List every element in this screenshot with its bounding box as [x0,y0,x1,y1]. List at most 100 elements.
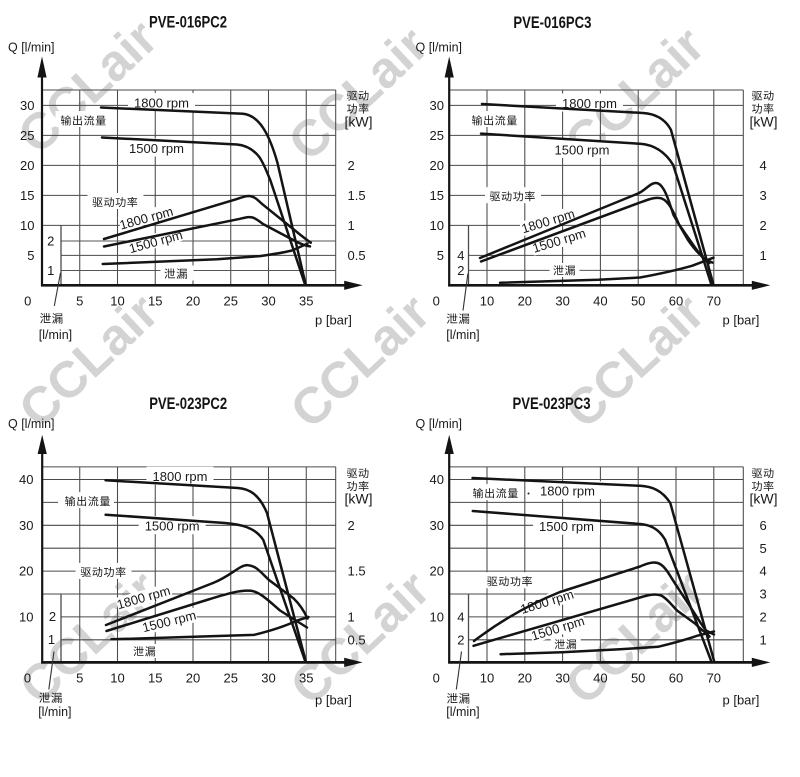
svg-text:40: 40 [593,670,607,685]
svg-text:p [bar]: p [bar] [723,692,760,707]
svg-text:10: 10 [480,293,494,308]
svg-text:20: 20 [186,670,200,685]
svg-text:25: 25 [224,293,238,308]
svg-text:[l/min]: [l/min] [39,328,72,342]
svg-text:70: 70 [707,670,721,685]
svg-text:15: 15 [148,670,162,685]
svg-text:25: 25 [224,670,238,685]
svg-text:5: 5 [760,541,767,556]
svg-text:0: 0 [24,670,31,685]
svg-text:35: 35 [299,293,313,308]
svg-text:50: 50 [631,670,645,685]
svg-text:10: 10 [430,610,444,625]
svg-text:6: 6 [760,518,767,533]
svg-text:p [bar]: p [bar] [315,692,352,707]
svg-text:[l/min]: [l/min] [446,328,479,342]
svg-text:20: 20 [518,670,532,685]
svg-text:1800 rpm: 1800 rpm [540,484,595,499]
svg-text:2: 2 [457,632,464,647]
svg-text:15: 15 [148,293,162,308]
svg-text:1: 1 [760,632,767,647]
svg-text:p [bar]: p [bar] [315,312,352,327]
svg-text:Q [l/min]: Q [l/min] [8,41,55,55]
svg-text:3: 3 [760,188,767,203]
svg-text:p [bar]: p [bar] [723,312,760,327]
svg-text:15: 15 [430,188,444,203]
svg-text:30: 30 [430,518,444,533]
svg-text:10: 10 [110,670,124,685]
svg-text:1: 1 [348,610,355,625]
svg-text:5: 5 [76,670,83,685]
svg-text:70: 70 [707,293,721,308]
svg-text:25: 25 [20,128,34,143]
svg-text:2: 2 [47,234,54,249]
svg-text:2: 2 [348,158,355,173]
svg-text:[kW]: [kW] [345,114,373,130]
svg-text:0: 0 [433,670,440,685]
svg-text:1.5: 1.5 [348,564,366,579]
svg-text:35: 35 [299,670,313,685]
svg-text:10: 10 [110,293,124,308]
svg-text:20: 20 [518,293,532,308]
svg-text:PVE-016PC2: PVE-016PC2 [149,14,227,32]
svg-text:40: 40 [430,472,444,487]
svg-text:3: 3 [760,587,767,602]
svg-text:20: 20 [19,564,33,579]
svg-text:40: 40 [593,293,607,308]
svg-text:4: 4 [457,610,464,625]
svg-text:[l/min]: [l/min] [38,705,71,719]
svg-text:2: 2 [49,609,56,624]
svg-text:0: 0 [433,293,440,308]
svg-text:20: 20 [430,564,444,579]
svg-text:1: 1 [47,263,54,278]
svg-text:PVE-023PC3: PVE-023PC3 [513,395,591,413]
svg-text:20: 20 [430,158,444,173]
svg-text:40: 40 [19,472,33,487]
svg-text:50: 50 [631,293,645,308]
svg-text:4: 4 [760,158,767,173]
svg-text:30: 30 [261,293,275,308]
svg-text:60: 60 [669,293,683,308]
svg-text:10: 10 [430,218,444,233]
svg-text:5: 5 [27,248,34,263]
svg-text:20: 20 [186,293,200,308]
svg-text:PVE-016PC3: PVE-016PC3 [513,14,591,32]
svg-text:PVE-023PC2: PVE-023PC2 [149,395,227,413]
svg-text:1: 1 [48,632,55,647]
svg-text:0: 0 [24,293,31,308]
svg-text:1500 rpm: 1500 rpm [539,519,594,534]
svg-text:5: 5 [76,293,83,308]
svg-text:1800 rpm: 1800 rpm [134,96,189,111]
svg-text:1800 rpm: 1800 rpm [153,469,208,484]
svg-text:Q [l/min]: Q [l/min] [8,417,55,431]
svg-text:1: 1 [348,218,355,233]
svg-text:[l/min]: [l/min] [446,705,479,719]
svg-text:1: 1 [760,248,767,263]
svg-text:[kW]: [kW] [345,491,373,507]
svg-text:10: 10 [480,670,494,685]
svg-text:30: 30 [555,670,569,685]
svg-text:10: 10 [19,610,33,625]
svg-text:2: 2 [457,263,464,278]
svg-text:5: 5 [437,248,444,263]
svg-text:2: 2 [760,218,767,233]
svg-text:1500 rpm: 1500 rpm [145,519,200,534]
svg-text:30: 30 [19,518,33,533]
svg-text:15: 15 [20,188,34,203]
svg-text:10: 10 [20,218,34,233]
svg-text:[kW]: [kW] [750,114,778,130]
svg-text:Q [l/min]: Q [l/min] [416,41,463,55]
svg-text:Q [l/min]: Q [l/min] [416,417,463,431]
svg-text:25: 25 [430,128,444,143]
svg-text:4: 4 [760,564,767,579]
svg-text:[kW]: [kW] [750,491,778,507]
svg-text:30: 30 [20,98,34,113]
svg-text:2: 2 [760,610,767,625]
svg-text:30: 30 [261,670,275,685]
svg-text:1800 rpm: 1800 rpm [562,96,617,111]
svg-text:1.5: 1.5 [348,188,366,203]
svg-text:1500 rpm: 1500 rpm [555,142,610,157]
svg-text:4: 4 [457,248,464,263]
svg-text:2: 2 [348,518,355,533]
svg-text:60: 60 [669,670,683,685]
